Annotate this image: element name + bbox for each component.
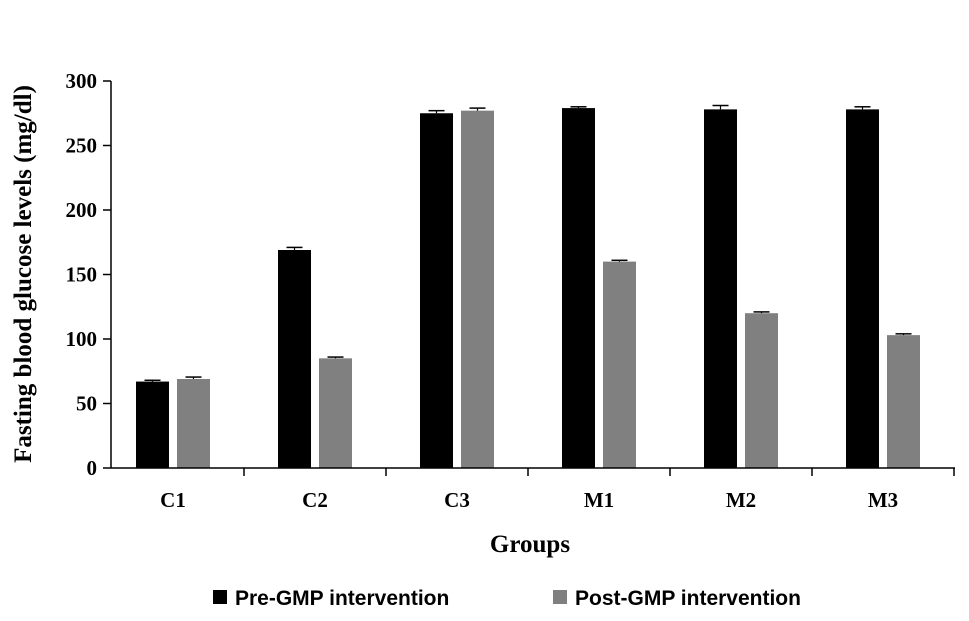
plot-area <box>136 104 920 469</box>
y-tick-label: 50 <box>76 392 97 416</box>
x-tick-label: M3 <box>868 488 898 512</box>
y-tick-label: 0 <box>87 456 98 480</box>
y-tick-label: 200 <box>66 198 98 222</box>
x-tick-label: C1 <box>160 488 186 512</box>
legend-label: Pre-GMP intervention <box>235 587 449 610</box>
bar <box>887 335 920 468</box>
legend-swatch <box>553 590 567 604</box>
x-tick-label: M1 <box>584 488 614 512</box>
bar <box>420 113 453 468</box>
bar <box>846 109 879 468</box>
bar <box>461 110 494 469</box>
x-tick-label: C2 <box>302 488 328 512</box>
bar <box>704 109 737 468</box>
y-tick-label: 100 <box>66 327 98 351</box>
x-axis-title: Groups <box>490 531 570 558</box>
legend: Pre-GMP intervention Post-GMP interventio… <box>213 587 801 610</box>
bar <box>319 358 352 468</box>
y-axis: 0 50 100 150 200 250 300 <box>66 69 112 480</box>
y-tick-label: 150 <box>66 263 98 287</box>
bar <box>745 313 778 468</box>
x-tick-label: C3 <box>444 488 470 512</box>
x-axis: C1 C2 C3 M1 M2 M3 <box>111 467 955 512</box>
legend-label: Post-GMP intervention <box>575 587 801 610</box>
y-tick-label: 250 <box>66 134 98 158</box>
bar <box>177 378 210 468</box>
y-tick-label: 300 <box>66 69 98 93</box>
legend-swatch <box>213 590 227 604</box>
y-axis-title: Fasting blood glucose levels (mg/dl) <box>10 85 37 463</box>
bar <box>278 249 311 468</box>
bar <box>136 381 169 468</box>
bar <box>562 108 595 468</box>
x-tick-label: M2 <box>726 488 756 512</box>
bar <box>603 261 636 468</box>
